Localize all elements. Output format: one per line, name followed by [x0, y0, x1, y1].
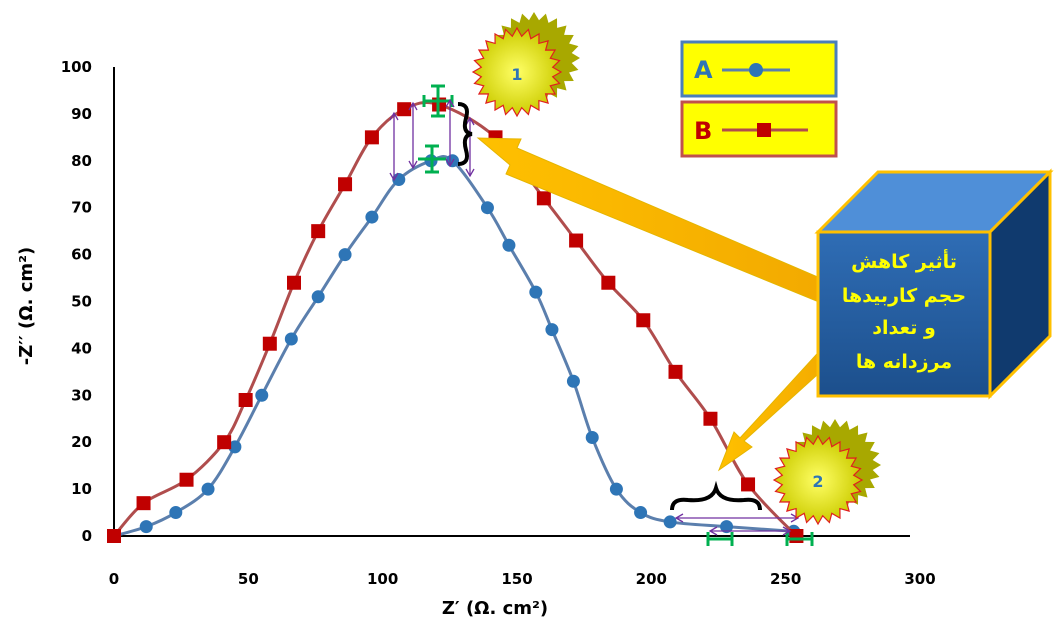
y-tick-label: 40 [71, 339, 92, 357]
series-b-point [636, 313, 651, 328]
y-tick-label: 50 [71, 293, 92, 311]
horizontal-difference-arrows [674, 513, 800, 536]
badge-1: 1 [471, 12, 580, 118]
note-line-3: و تعداد [872, 317, 936, 339]
series-a-point [284, 332, 298, 346]
series-b-point [311, 224, 326, 239]
series-a-point [566, 374, 580, 388]
series-b-point [287, 275, 302, 290]
x-tick-labels: 0 50 100 150 200 250 300 [109, 570, 936, 588]
series-b-point [338, 177, 353, 192]
yellow-arrow-1 [476, 137, 835, 305]
x-tick-label: 100 [367, 570, 398, 588]
error-bar-a-end [706, 532, 734, 546]
legend-label-b: B [694, 117, 712, 145]
series-b-point [536, 191, 551, 206]
legend: A B [680, 40, 838, 158]
y-tick-label: 10 [71, 480, 92, 498]
note-line-1: تأثیر کاهش [851, 249, 957, 273]
series-a-point [502, 238, 516, 252]
x-tick-label: 150 [501, 570, 532, 588]
series-a-point [311, 290, 325, 304]
series-b-line [112, 101, 798, 538]
x-tick-label: 200 [636, 570, 667, 588]
yellow-arrow-2 [717, 343, 839, 472]
error-bar-b-end [785, 532, 814, 546]
x-tick-label: 300 [904, 570, 935, 588]
error-bar-b-peak [422, 84, 454, 118]
series-layer [107, 97, 804, 543]
x-tick-label: 0 [109, 570, 119, 588]
y-tick-label: 80 [71, 152, 92, 170]
badge-2-number: 2 [812, 472, 823, 491]
y-tick-label: 70 [71, 199, 92, 217]
note-line-2: حجم کاربیدها [842, 285, 966, 307]
legend-label-a: A [694, 56, 713, 84]
badge-2: 2 [772, 419, 881, 526]
y-tick-label: 20 [71, 433, 92, 451]
series-b-point [136, 496, 151, 511]
y-tick-labels: 0 10 20 30 40 50 60 70 80 90 100 [61, 58, 92, 545]
series-a-line [113, 155, 794, 538]
series-a-point [545, 323, 559, 337]
series-a-point [338, 248, 352, 262]
vertical-brace [457, 102, 473, 166]
legend-entry-b: B [680, 100, 838, 158]
series-b-point [569, 233, 584, 248]
series-b-point [262, 336, 277, 351]
note-box-front [816, 230, 992, 398]
note-line-4: مرزدانه ها [856, 351, 952, 373]
series-a-point [480, 201, 494, 215]
note-box: تأثیر کاهش حجم کاربیدها و تعداد مرزدانه … [814, 168, 1054, 400]
badge-1-star [471, 26, 563, 118]
series-b-point [217, 435, 232, 450]
horizontal-brace [670, 480, 762, 511]
y-tick-label: 0 [82, 527, 92, 545]
difference-arrows [389, 98, 800, 536]
x-axis-label: Z′ (Ω. cm²) [442, 598, 548, 619]
series-b-point [789, 529, 804, 543]
y-tick-label: 60 [71, 246, 92, 264]
x-tick-label: 250 [770, 570, 801, 588]
x-tick-label: 50 [238, 570, 259, 588]
series-b-point [741, 477, 756, 492]
series-a-point [585, 431, 599, 445]
series-b-point [364, 130, 379, 145]
legend-marker-b [757, 123, 771, 137]
vertical-difference-arrows [389, 98, 475, 182]
error-bars [418, 84, 814, 546]
series-b-point [179, 472, 194, 487]
series-a-point [139, 520, 153, 534]
series-b-point [107, 529, 121, 543]
series-b-point [397, 102, 412, 117]
y-tick-label: 30 [71, 386, 92, 404]
series-b-point [703, 411, 718, 426]
series-a-point [663, 515, 677, 529]
series-a-point [634, 506, 648, 520]
series-a-point [228, 440, 242, 454]
legend-marker-a [749, 63, 763, 77]
badge-2-star [772, 434, 864, 526]
series-a-point [720, 520, 734, 534]
y-tick-label: 90 [71, 105, 92, 123]
series-a-point [201, 482, 215, 496]
series-a-point [609, 482, 623, 496]
badge-1-number: 1 [511, 65, 522, 84]
series-a-point [529, 285, 543, 299]
series-b-point [238, 392, 253, 407]
error-bar-a-peak [418, 144, 446, 174]
y-tick-label: 100 [61, 58, 92, 76]
series-a-point [365, 210, 379, 224]
legend-entry-a: A [680, 40, 838, 98]
series-a-point [169, 506, 183, 520]
y-axis-label: -Z′′ (Ω. cm²) [16, 247, 37, 365]
series-b-point [668, 364, 683, 379]
series-b-point [601, 275, 616, 290]
axes [113, 67, 910, 537]
series-a-point [255, 388, 269, 402]
